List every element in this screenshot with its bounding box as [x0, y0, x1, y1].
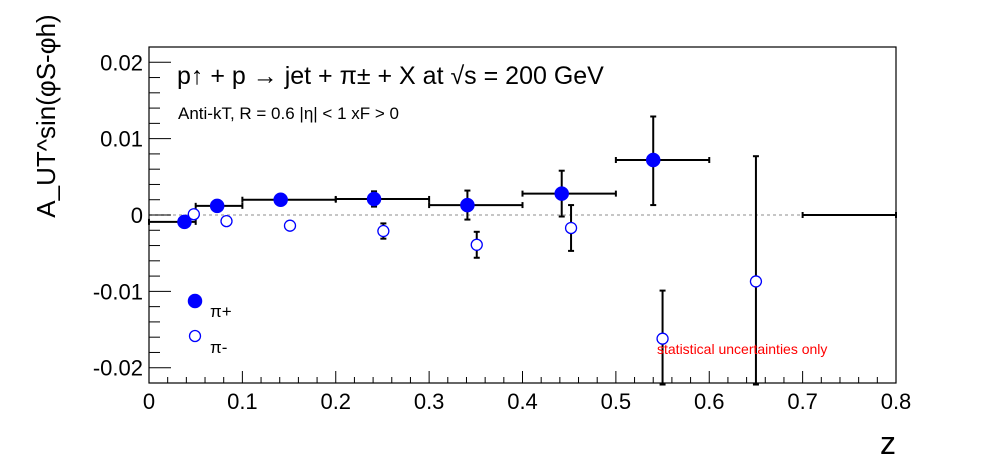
y-axis-tick-labels: -0.02 -0.01 0 0.01 0.02 — [93, 50, 143, 380]
x-tick-label: 0.6 — [694, 389, 725, 414]
series-pi-plus — [148, 115, 897, 230]
x-tick-label: 0.1 — [227, 389, 258, 414]
data-point-pi-minus — [377, 224, 390, 238]
data-point-pi-minus — [283, 219, 297, 232]
data-point-pi-minus — [187, 208, 200, 221]
y-axis-title: A_UT^sin(φS-φh) — [31, 14, 61, 217]
x-tick-label: 0.5 — [601, 389, 632, 414]
data-point-pi-minus — [749, 275, 763, 288]
x-tick-label: 0.4 — [507, 389, 538, 414]
x-tick-label: 0.7 — [787, 389, 818, 414]
data-point-pi-plus — [645, 152, 661, 168]
chart-title: p↑ + p → jet + π± + X at √s = 200 GeV — [177, 62, 604, 90]
x-tick-label: 0.8 — [881, 389, 912, 414]
legend-marker-pi-minus — [188, 329, 202, 343]
x-tick-label: 0.2 — [320, 389, 351, 414]
data-series — [148, 115, 897, 386]
legend: π+ π- — [187, 293, 232, 357]
data-point-pi-minus — [564, 221, 578, 235]
data-point-pi-minus — [656, 332, 669, 345]
y-axis-ticks — [149, 46, 171, 369]
legend-marker-pi-plus — [187, 293, 203, 309]
legend-label-pi-plus: π+ — [210, 302, 232, 321]
y-tick-label: 0.01 — [100, 127, 143, 152]
x-tick-label: 0.3 — [414, 389, 445, 414]
x-axis-title: z — [880, 425, 896, 461]
data-point-pi-plus — [273, 192, 288, 207]
y-tick-label: -0.01 — [93, 279, 143, 304]
series-pi-minus — [187, 155, 763, 386]
x-axis-tick-labels: 0 0.1 0.2 0.3 0.4 0.5 0.6 0.7 0.8 — [143, 389, 911, 414]
x-tick-label: 0 — [143, 389, 155, 414]
y-tick-label: 0 — [131, 203, 143, 228]
data-point-pi-plus — [177, 214, 192, 230]
y-tick-label: 0.02 — [100, 50, 143, 75]
y-tick-label: -0.02 — [93, 356, 143, 381]
data-point-pi-minus — [470, 238, 483, 251]
data-point-pi-plus — [209, 198, 225, 214]
legend-label-pi-minus: π- — [210, 338, 227, 357]
data-point-pi-plus — [366, 191, 382, 207]
uncertainty-note: statistical uncertainties only — [657, 341, 827, 357]
x-axis-ticks — [148, 371, 897, 383]
data-point-pi-plus — [460, 197, 475, 213]
data-point-pi-plus — [554, 186, 569, 201]
data-point-pi-minus — [220, 214, 233, 228]
chart-subtitle: Anti-kT, R = 0.6 |η| < 1 xF > 0 — [178, 104, 399, 123]
